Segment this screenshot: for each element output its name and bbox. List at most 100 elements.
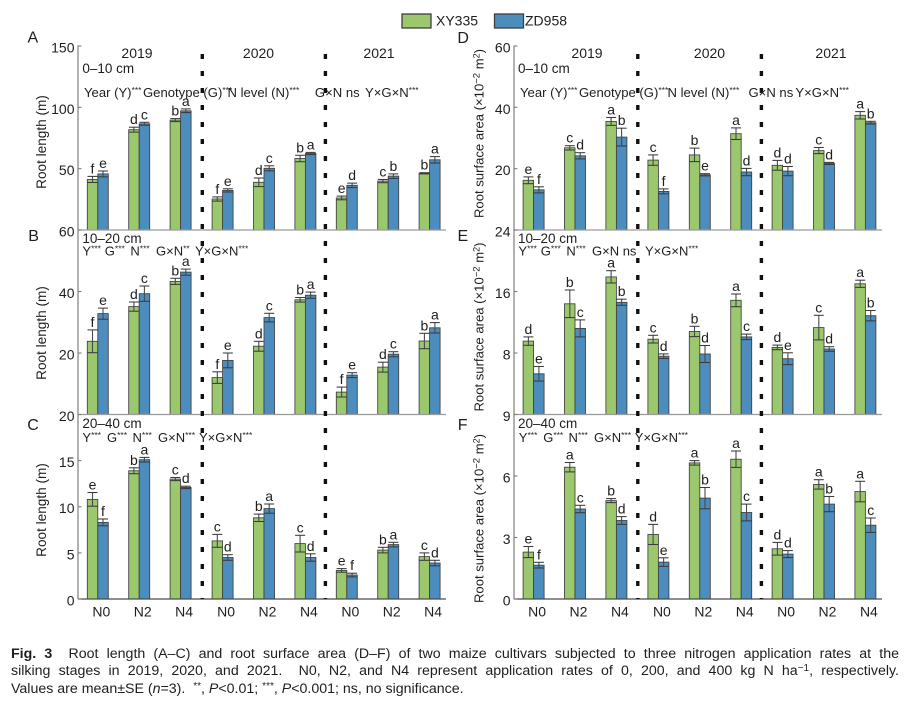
svg-text:c: c: [421, 537, 428, 553]
svg-text:Y×G×N***: Y×G×N***: [365, 85, 419, 100]
svg-text:c: c: [266, 150, 273, 166]
svg-text:c: c: [815, 299, 822, 315]
svg-text:b: b: [691, 310, 699, 326]
svg-text:B: B: [28, 228, 39, 245]
svg-text:G×N ns: G×N ns: [592, 244, 637, 259]
svg-text:a: a: [431, 307, 439, 323]
svg-text:N2: N2: [259, 604, 277, 620]
svg-text:d: d: [784, 151, 792, 167]
svg-text:a: a: [607, 102, 615, 118]
svg-text:G×N ns: G×N ns: [315, 85, 360, 100]
svg-text:c: c: [577, 304, 584, 320]
svg-text:c: c: [297, 519, 304, 535]
svg-text:c: c: [650, 139, 657, 155]
svg-text:F: F: [458, 417, 468, 434]
svg-text:a: a: [566, 447, 574, 463]
svg-text:N4: N4: [300, 604, 318, 620]
svg-text:b: b: [171, 262, 179, 278]
svg-text:f: f: [101, 503, 105, 519]
svg-text:c: c: [867, 502, 874, 518]
svg-text:0: 0: [67, 593, 75, 609]
svg-text:d: d: [130, 286, 138, 302]
svg-text:c: c: [743, 318, 750, 334]
svg-text:e: e: [224, 337, 232, 353]
svg-text:b: b: [379, 531, 387, 547]
svg-text:b: b: [618, 283, 626, 299]
svg-text:150: 150: [51, 40, 75, 56]
svg-text:d: d: [576, 137, 584, 153]
svg-text:Root surface area (×10−2 m2): Root surface area (×10−2 m2): [472, 434, 487, 603]
svg-text:e: e: [660, 542, 668, 558]
svg-text:Y×G×N***: Y×G×N***: [795, 85, 849, 100]
svg-text:0: 0: [503, 593, 511, 609]
svg-text:a: a: [856, 264, 864, 280]
svg-text:b: b: [618, 112, 626, 128]
svg-text:a: a: [390, 526, 398, 542]
svg-text:Y×G×N***: Y×G×N***: [195, 243, 249, 258]
svg-text:b: b: [390, 158, 398, 174]
svg-text:f: f: [537, 171, 541, 187]
svg-text:60: 60: [59, 224, 75, 240]
svg-text:d: d: [431, 544, 439, 560]
svg-text:N4: N4: [860, 604, 878, 620]
svg-text:a: a: [856, 96, 864, 112]
svg-text:a: a: [307, 136, 315, 152]
svg-text:e: e: [525, 161, 533, 177]
svg-text:60: 60: [495, 40, 511, 56]
svg-text:2021: 2021: [363, 45, 394, 61]
svg-text:E: E: [458, 228, 469, 245]
svg-text:6: 6: [503, 470, 511, 486]
svg-text:b: b: [867, 105, 875, 121]
svg-text:c: c: [815, 132, 822, 148]
svg-text:f: f: [662, 173, 666, 189]
svg-text:24: 24: [495, 224, 511, 240]
svg-text:15: 15: [59, 454, 75, 470]
svg-text:a: a: [815, 464, 823, 480]
svg-text:d: d: [660, 338, 668, 354]
svg-text:Year (Y)***: Year (Y)***: [520, 85, 578, 100]
svg-text:d: d: [182, 470, 190, 486]
svg-text:a: a: [431, 141, 439, 157]
svg-text:c: c: [650, 319, 657, 335]
svg-text:G×N**: G×N**: [156, 243, 190, 258]
svg-text:Root length (m): Root length (m): [34, 463, 49, 557]
svg-text:c: c: [141, 270, 148, 286]
svg-text:d: d: [379, 346, 387, 362]
svg-text:2019: 2019: [121, 45, 152, 61]
svg-text:e: e: [784, 337, 792, 353]
svg-text:Root surface area (×10−2 m2): Root surface area (×10−2 m2): [472, 49, 487, 218]
svg-text:N2: N2: [134, 604, 152, 620]
svg-text:16: 16: [495, 285, 511, 301]
svg-text:e: e: [99, 155, 107, 171]
svg-text:ZD958: ZD958: [525, 13, 567, 29]
svg-text:d: d: [649, 508, 657, 524]
svg-text:N4: N4: [424, 604, 442, 620]
svg-text:b: b: [421, 157, 429, 173]
svg-text:d: d: [255, 325, 263, 341]
svg-text:b: b: [701, 472, 709, 488]
svg-text:Genotype (G)***: Genotype (G)***: [143, 85, 233, 100]
svg-text:40: 40: [59, 285, 75, 301]
svg-text:a: a: [182, 253, 190, 269]
svg-text:c: c: [172, 462, 179, 478]
svg-text:2021: 2021: [815, 45, 846, 61]
svg-text:b: b: [607, 483, 615, 499]
svg-text:2020: 2020: [694, 45, 725, 61]
svg-text:d: d: [255, 162, 263, 178]
svg-text:d: d: [307, 538, 315, 554]
svg-text:3: 3: [503, 531, 511, 547]
svg-text:a: a: [732, 112, 740, 128]
svg-text:2020: 2020: [243, 45, 274, 61]
svg-text:D: D: [457, 30, 469, 47]
svg-text:d: d: [224, 539, 232, 555]
svg-text:N0: N0: [92, 604, 110, 620]
svg-text:e: e: [525, 531, 533, 547]
svg-text:a: a: [307, 276, 315, 292]
svg-text:e: e: [224, 173, 232, 189]
svg-text:b: b: [691, 132, 699, 148]
svg-text:N0: N0: [653, 604, 671, 620]
svg-text:N0: N0: [341, 604, 359, 620]
svg-text:Root surface area (×10−2 m2): Root surface area (×10−2 m2): [472, 242, 487, 411]
svg-text:N2: N2: [570, 604, 588, 620]
svg-text:C: C: [27, 417, 39, 434]
